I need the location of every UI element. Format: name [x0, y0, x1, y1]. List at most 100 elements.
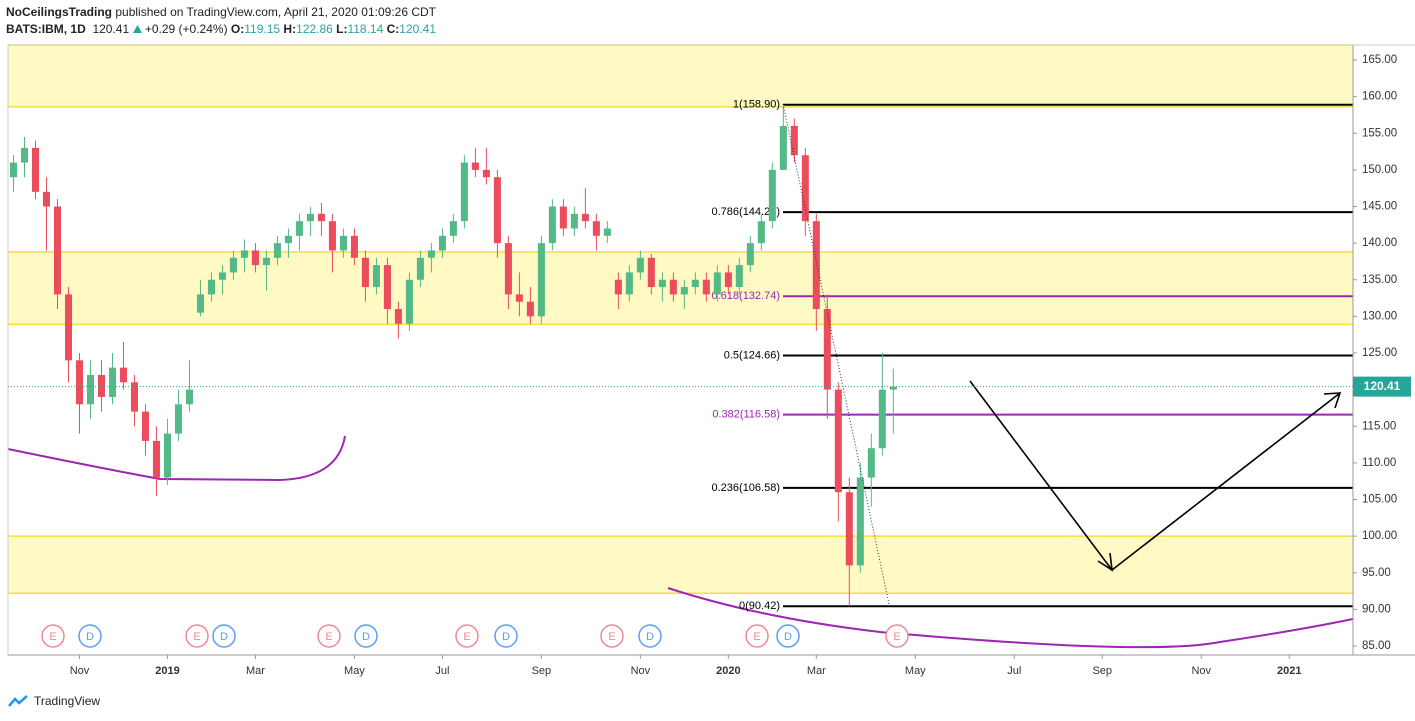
candle-body [75, 360, 84, 405]
y-tick-label: 110.00 [1362, 457, 1396, 469]
y-tick-label: 155.00 [1362, 127, 1397, 139]
fib-label: 0(90.42) [739, 600, 780, 612]
last-price-label: 120.41 [1364, 379, 1401, 393]
candle-body [372, 265, 380, 288]
y-tick-label: 125.00 [1362, 347, 1397, 359]
candle-body [108, 367, 116, 397]
candle-body [845, 492, 853, 566]
candle-body [482, 169, 490, 178]
candle-body [284, 235, 292, 244]
candle-body [361, 257, 369, 288]
event-marker [600, 624, 624, 648]
candle-body [515, 294, 523, 302]
candle-body [460, 162, 468, 222]
event-marker [745, 624, 769, 648]
zone [8, 536, 1353, 594]
event-label: E [463, 631, 470, 643]
event-label: D [646, 631, 654, 643]
candle-body [537, 243, 545, 317]
candle-body [581, 213, 589, 222]
candle-body [229, 257, 237, 273]
x-tick-label: 2021 [1277, 665, 1301, 677]
arrow-head [1097, 552, 1113, 572]
y-tick-label: 145.00 [1362, 201, 1397, 213]
candle-body [251, 250, 259, 266]
event-marker [212, 624, 236, 648]
candle-body [570, 213, 578, 229]
event-marker [78, 624, 102, 648]
event-label: E [608, 631, 615, 643]
candle-body [504, 243, 512, 295]
event-marker [185, 624, 209, 648]
x-tick-label: 2020 [716, 665, 740, 677]
candle-body [438, 235, 446, 251]
candle-body [801, 155, 809, 222]
candle-body [427, 250, 435, 258]
y-tick-label: 140.00 [1362, 237, 1397, 249]
fib-label: 0.5(124.66) [724, 349, 780, 361]
candle-body [405, 279, 413, 324]
candle-body [834, 389, 842, 493]
candle-body [9, 162, 18, 178]
up-triangle [132, 25, 142, 33]
x-tick-label: Mar [807, 665, 826, 677]
event-label: D [784, 631, 792, 643]
event-marker [354, 624, 378, 648]
candle-body [471, 162, 479, 170]
candle-body [768, 169, 776, 222]
event-label: D [220, 631, 228, 643]
candle-body [757, 221, 765, 244]
candle-body [614, 279, 622, 295]
candle-body [636, 257, 644, 273]
candle-body [20, 147, 29, 163]
fib-label: 0.236(106.58) [712, 482, 781, 494]
candle-body [867, 448, 875, 478]
candle-body [119, 367, 127, 383]
candle-body [97, 374, 105, 397]
y-tick-label: 105.00 [1362, 494, 1397, 506]
o-value: 119.15 [244, 22, 281, 36]
candle-body [141, 411, 149, 441]
candle-body [823, 309, 831, 390]
y-tick-label: 95.00 [1362, 567, 1391, 579]
x-tick-label: Jul [435, 665, 449, 677]
footer: TradingView [8, 694, 100, 708]
candle-body [493, 177, 501, 244]
candle-body [185, 389, 193, 405]
y-tick-label: 130.00 [1362, 310, 1397, 322]
candle-body [658, 279, 666, 288]
c-value: 120.41 [399, 22, 436, 36]
c-label: C: [386, 22, 400, 36]
last: 120.41 [92, 22, 130, 36]
header-line-2: BATS:IBM, 1D 120.41 +0.29 (+0.24%) O:119… [6, 21, 436, 38]
x-tick-label: Mar [246, 665, 265, 677]
h-value: 122.86 [296, 22, 333, 36]
o-label: O: [230, 22, 245, 36]
candle-body [746, 243, 754, 266]
curve-drawing [7, 435, 346, 482]
candle-body [856, 477, 864, 566]
candle-body [625, 272, 633, 295]
event-label: E [325, 631, 332, 643]
y-tick-label: 165.00 [1362, 54, 1397, 66]
y-tick-label: 160.00 [1362, 91, 1397, 103]
candle-body [53, 206, 62, 295]
event-label: D [86, 631, 94, 643]
y-tick-label: 85.00 [1362, 640, 1391, 652]
candle-body [592, 221, 600, 236]
candle-body [31, 147, 40, 192]
candle-body [273, 243, 281, 258]
candle-body [317, 213, 325, 222]
candle-body [339, 235, 347, 251]
y-tick-label: 115.00 [1362, 420, 1396, 432]
candle-body [328, 221, 336, 251]
event-label: E [753, 631, 760, 643]
candle-body [779, 125, 787, 170]
x-tick-label: Nov [70, 665, 90, 677]
event-marker [638, 624, 662, 648]
candle-body [130, 382, 138, 412]
event-marker [885, 624, 909, 648]
trend-line [782, 103, 890, 605]
candle-body [878, 389, 886, 449]
